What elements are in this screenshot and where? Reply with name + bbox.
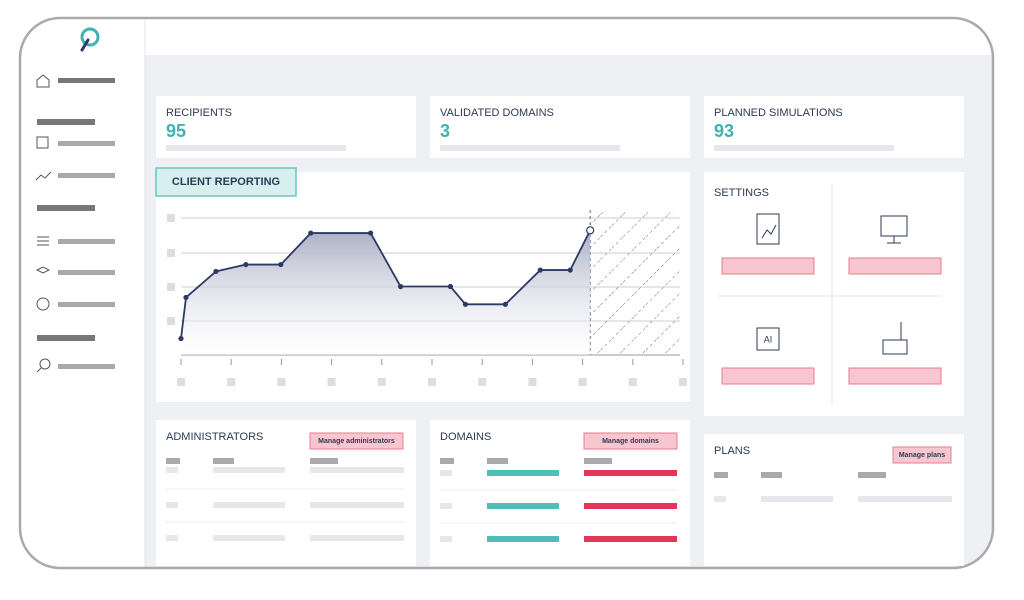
stat-title: VALIDATED DOMAINS bbox=[440, 107, 554, 119]
cell bbox=[440, 470, 452, 476]
sidebar bbox=[20, 18, 145, 568]
cell bbox=[310, 535, 404, 541]
cell bbox=[440, 503, 452, 509]
x-placeholder bbox=[679, 378, 687, 386]
sidebar-menu[interactable] bbox=[35, 74, 115, 373]
cell bbox=[310, 502, 404, 508]
forecast-area bbox=[590, 210, 680, 355]
table-header bbox=[487, 458, 508, 464]
panel-title: DOMAINS bbox=[440, 431, 491, 443]
point bbox=[178, 335, 184, 342]
point bbox=[567, 267, 573, 273]
x-placeholder bbox=[478, 378, 487, 386]
x-placeholder bbox=[628, 378, 637, 386]
point bbox=[278, 261, 284, 268]
x-placeholder bbox=[177, 378, 185, 386]
panel-button-label: Manage domains bbox=[602, 438, 659, 445]
x-placeholder bbox=[277, 378, 286, 386]
cell bbox=[213, 535, 285, 541]
table-header bbox=[310, 458, 338, 464]
area bbox=[181, 230, 591, 355]
cell bbox=[310, 467, 404, 473]
placeholder bbox=[714, 145, 894, 151]
point bbox=[586, 226, 595, 235]
stat-value: 93 bbox=[714, 121, 734, 141]
cell bbox=[584, 470, 677, 476]
y-placeholder bbox=[167, 317, 175, 325]
point bbox=[397, 283, 404, 290]
y-placeholder bbox=[167, 249, 175, 257]
panel-title: ADMINISTRATORS bbox=[166, 431, 263, 443]
cell bbox=[584, 536, 677, 542]
cell bbox=[213, 467, 285, 473]
cell bbox=[714, 496, 726, 502]
table-header bbox=[761, 472, 782, 478]
table-header bbox=[440, 458, 454, 464]
logo bbox=[80, 27, 100, 52]
cell bbox=[487, 536, 559, 542]
stat-title: PLANNED SIMULATIONS bbox=[714, 107, 843, 119]
panel-button[interactable] bbox=[892, 446, 952, 464]
settings-grid bbox=[718, 184, 942, 404]
settings-title: SETTINGS bbox=[714, 187, 769, 199]
cell bbox=[166, 467, 178, 473]
x-placeholder bbox=[578, 378, 587, 386]
table-header bbox=[166, 458, 180, 464]
panel-button[interactable] bbox=[583, 432, 678, 450]
point bbox=[502, 301, 508, 307]
stat-value: 95 bbox=[166, 121, 186, 141]
ai-icon-text: AI bbox=[764, 334, 773, 344]
point bbox=[183, 294, 189, 301]
point bbox=[243, 261, 249, 268]
panel-title: PLANS bbox=[714, 445, 750, 457]
table-header bbox=[858, 472, 886, 478]
cell bbox=[584, 503, 677, 509]
panel-button-label: Manage administrators bbox=[318, 438, 395, 445]
stat-title: RECIPIENTS bbox=[166, 107, 232, 119]
cell bbox=[487, 503, 559, 509]
cell bbox=[440, 536, 452, 542]
cell bbox=[858, 496, 952, 502]
cell bbox=[166, 535, 178, 541]
stat-value: 3 bbox=[440, 121, 450, 141]
line bbox=[180, 229, 591, 339]
panel-button[interactable] bbox=[309, 432, 404, 450]
placeholder bbox=[440, 145, 620, 151]
topbar bbox=[145, 18, 993, 55]
settings-icons[interactable]: AI bbox=[721, 213, 942, 385]
y-placeholder bbox=[167, 283, 175, 291]
frame bbox=[18, 16, 995, 570]
table-header bbox=[714, 472, 728, 478]
point bbox=[537, 267, 543, 273]
point bbox=[308, 230, 314, 236]
x-placeholder bbox=[377, 378, 386, 386]
x-placeholder bbox=[227, 378, 236, 386]
point bbox=[368, 230, 374, 236]
point bbox=[213, 268, 219, 275]
chart-tab[interactable] bbox=[155, 167, 297, 197]
placeholder bbox=[166, 145, 346, 151]
x-placeholder bbox=[327, 378, 336, 386]
cell bbox=[487, 470, 559, 476]
cell bbox=[166, 502, 178, 508]
point bbox=[447, 283, 454, 290]
panel-button-label: Manage plans bbox=[899, 452, 945, 459]
y-placeholder bbox=[167, 214, 175, 222]
cell bbox=[761, 496, 833, 502]
table-header bbox=[213, 458, 234, 464]
x-placeholder bbox=[428, 378, 436, 386]
x-placeholder bbox=[528, 378, 537, 386]
point bbox=[462, 301, 469, 307]
table-header bbox=[584, 458, 612, 464]
cell bbox=[213, 502, 285, 508]
chart-title: CLIENT REPORTING bbox=[172, 176, 280, 188]
